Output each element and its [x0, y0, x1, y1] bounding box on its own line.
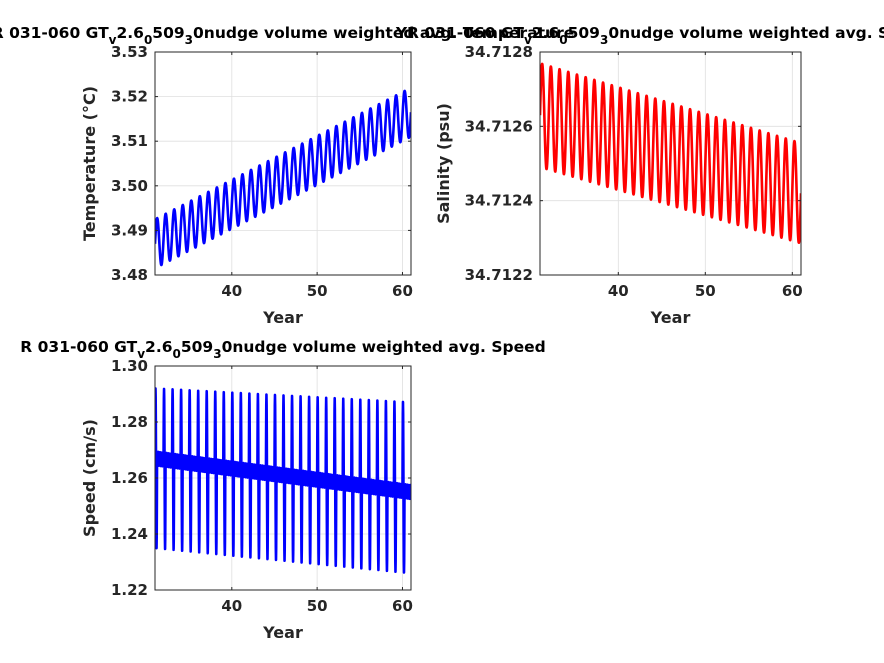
y-tick-label: 1.22 [111, 581, 148, 599]
series-line-1 [155, 387, 411, 574]
y-axis-label: Temperature (°C) [80, 86, 99, 241]
chart-title: YR 031-060 GTv2.6050930nudge volume weig… [395, 24, 884, 47]
x-tick-label: 40 [221, 282, 242, 300]
y-tick-label: 3.53 [111, 43, 148, 61]
y-axis-label: Speed (cm/s) [80, 419, 99, 537]
y-tick-label: 1.30 [111, 357, 148, 375]
y-axis-label: Salinity (psu) [434, 103, 453, 224]
chart-1: 40 50 60 3.48 3.49 3.50 3.51 3.52 3.53 Year Temper… [0, 24, 574, 327]
x-tick-label: 50 [307, 597, 328, 615]
x-tick-label: 60 [392, 597, 413, 615]
x-axis-label: Year [262, 623, 303, 642]
chart-2: 40 50 60 34.7122 34.7124 34.7126 34.7128 Year Sa… [395, 24, 884, 327]
x-tick-label: 50 [695, 282, 716, 300]
x-axis-label: Year [650, 308, 691, 327]
series-line-1 [540, 62, 801, 244]
chart-title: R 031-060 GTv2.6050930nudge volume weigh… [20, 338, 545, 361]
y-tick-label: 34.7124 [465, 192, 533, 210]
y-tick-label: 3.49 [111, 221, 148, 239]
y-tick-label: 3.50 [111, 177, 148, 195]
chart-3: 40 50 60 1.22 1.24 1.26 1.28 1.30 Year Speed (cm/… [20, 338, 545, 642]
x-tick-label: 40 [608, 282, 629, 300]
series-line-1 [155, 89, 411, 267]
y-tick-label: 1.24 [111, 525, 148, 543]
x-tick-label: 60 [392, 282, 413, 300]
axes-frame [154, 51, 412, 276]
chart-title: R 031-060 GTv2.6050930nudge volume weigh… [0, 24, 574, 47]
y-tick-label: 34.7122 [465, 266, 533, 284]
y-tick-label: 1.28 [111, 413, 148, 431]
x-tick-label: 40 [221, 597, 242, 615]
y-tick-label: 3.51 [111, 132, 148, 150]
y-tick-label: 3.52 [111, 88, 148, 106]
y-tick-label: 34.7128 [465, 43, 533, 61]
y-tick-label: 3.48 [111, 266, 148, 284]
y-tick-label: 34.7126 [465, 117, 533, 135]
x-tick-label: 60 [782, 282, 803, 300]
x-axis-label: Year [262, 308, 303, 327]
axes-frame [539, 51, 802, 276]
y-tick-label: 1.26 [111, 469, 148, 487]
x-tick-label: 50 [307, 282, 328, 300]
